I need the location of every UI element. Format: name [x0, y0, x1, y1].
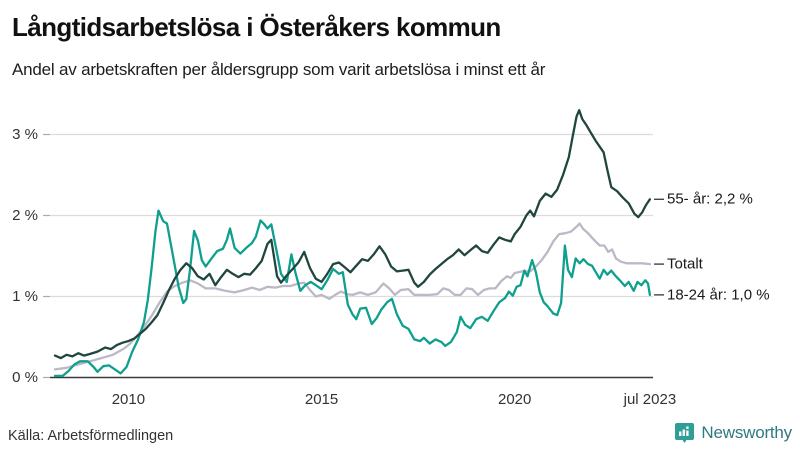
series-line-55-år — [53, 109, 652, 360]
newsworthy-logo-icon — [674, 422, 695, 444]
x-tick-label: 2010 — [111, 391, 146, 408]
newsworthy-brand-name: Newsworthy — [701, 423, 792, 442]
series-end-label-18-24: 18-24 år: 1,0 % — [667, 286, 770, 304]
series-end-label-55: 55- år: 2,2 % — [667, 190, 753, 208]
y-tick-label: 2 % — [12, 207, 38, 224]
y-tick-label: 0 % — [12, 369, 38, 386]
source-note: Källa: Arbetsförmedlingen — [8, 428, 174, 444]
x-tick-label: 2020 — [498, 391, 532, 408]
chart-subtitle: Andel av arbetskraften per åldersgrupp s… — [12, 60, 546, 79]
newsworthy-brand: Newsworthy — [674, 422, 792, 444]
series-end-label-totalt: Totalt — [667, 255, 703, 273]
series-line-Totalt — [53, 222, 652, 371]
series-line-18-24år — [53, 209, 652, 378]
x-tick-label: jul 2023 — [623, 391, 677, 408]
x-tick-label: 2015 — [304, 391, 339, 408]
y-tick-label: 1 % — [12, 288, 38, 305]
page-title: Långtidsarbetslösa i Österåkers kommun — [12, 12, 501, 42]
y-tick-label: 3 % — [12, 126, 38, 143]
